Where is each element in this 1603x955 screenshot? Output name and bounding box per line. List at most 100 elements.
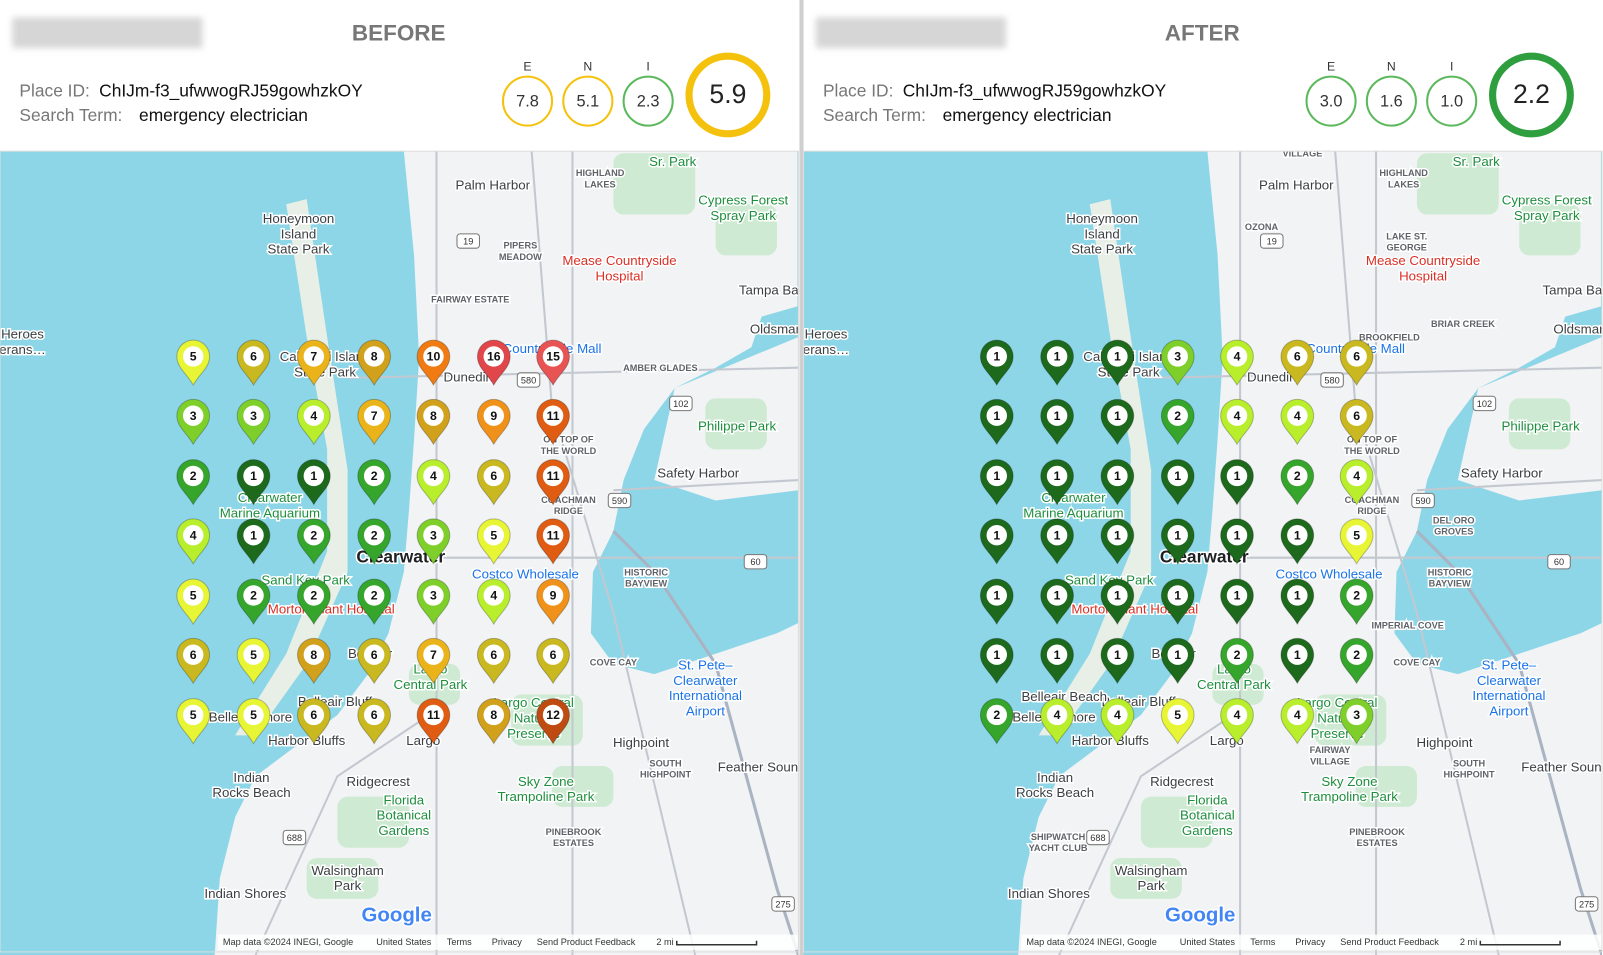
- rank-number: 5: [190, 350, 197, 364]
- rank-number: 1: [1174, 528, 1181, 542]
- divider: [799, 0, 804, 955]
- road-shield: [607, 492, 632, 509]
- pin-center: [423, 585, 444, 606]
- map-label: HIGHPOINT: [640, 770, 691, 780]
- map-label: Heroes: [1, 327, 44, 342]
- rank-number: 1: [1114, 350, 1121, 364]
- score-value: 1.0: [1440, 92, 1463, 110]
- score-label: N: [1387, 60, 1396, 74]
- rank-number: 5: [190, 589, 197, 603]
- pin-center: [1287, 405, 1308, 426]
- road-shield-number: 19: [1267, 236, 1277, 246]
- pin-center: [542, 346, 564, 367]
- pin-center: [1107, 346, 1128, 367]
- pin-center: [542, 585, 564, 606]
- map-label: State Park: [268, 242, 330, 257]
- road-shield: [1547, 554, 1571, 570]
- pin-center: [1167, 346, 1188, 367]
- pin-center: [542, 644, 564, 665]
- blurred-name: [815, 17, 1006, 49]
- rank-number: 7: [310, 350, 317, 364]
- place-id-label: Place ID:: [823, 81, 893, 101]
- rank-number: 4: [1294, 409, 1301, 423]
- search-term: emergency electrician: [943, 105, 1112, 125]
- rank-number: 1: [1294, 528, 1301, 542]
- pin-center: [303, 644, 325, 665]
- pin-center: [243, 405, 264, 426]
- map-label: THE WORLD: [541, 446, 597, 456]
- rank-number: 5: [250, 648, 257, 662]
- map-label: Sand Key Park: [1065, 573, 1154, 588]
- rank-number: 2: [250, 589, 257, 603]
- pin-center: [243, 704, 264, 726]
- pin-center: [1046, 644, 1068, 665]
- rank-number: 1: [1114, 589, 1121, 603]
- score-circle: [622, 75, 674, 127]
- road-shield: [1086, 829, 1110, 846]
- park-area: [705, 398, 767, 450]
- road: [530, 151, 697, 955]
- rank-number: 4: [1294, 708, 1301, 722]
- pin-center: [182, 465, 204, 487]
- road-shield-number: 590: [612, 496, 627, 506]
- rank-number: 5: [250, 708, 257, 722]
- rank-number: 1: [1054, 589, 1061, 603]
- pin-center: [1346, 585, 1367, 606]
- score-circle: [1365, 75, 1417, 127]
- pin-center: [986, 644, 1007, 665]
- map-label: Dunedin: [1247, 369, 1296, 384]
- rank-number: 1: [993, 350, 1000, 364]
- attribution: Map data ©2024 INEGI, Google: [1026, 937, 1156, 947]
- park-area: [1355, 766, 1417, 807]
- map-label: HIGHLAND: [1379, 168, 1428, 178]
- rank-number: 3: [190, 409, 197, 423]
- map-label: RIDGE: [1357, 506, 1386, 516]
- map-label: Park: [1137, 878, 1165, 893]
- rank-number: 11: [547, 469, 560, 483]
- road-shield: [1472, 395, 1497, 412]
- search-term: emergency electrician: [139, 105, 308, 125]
- pin-center: [1046, 524, 1068, 546]
- pin-center: [1107, 644, 1128, 665]
- rank-number: 8: [371, 350, 378, 364]
- rank-number: 4: [1234, 409, 1241, 423]
- pin-center: [1046, 346, 1068, 367]
- rank-number: 5: [190, 708, 197, 722]
- map-label: Island: [281, 226, 316, 241]
- rank-number: 4: [430, 469, 437, 483]
- map-label: Oldsmar: [750, 321, 801, 336]
- park-area: [1140, 796, 1213, 848]
- rank-number: 1: [1234, 589, 1241, 603]
- pin-center: [303, 524, 325, 546]
- road: [254, 714, 430, 955]
- pin-center: [986, 405, 1007, 426]
- rank-number: 1: [1054, 409, 1061, 423]
- road-shield: [1574, 896, 1599, 912]
- road: [1151, 366, 1602, 379]
- road: [613, 479, 799, 492]
- map-label: Sr. Park: [1453, 154, 1501, 169]
- map-label: Rocks Beach: [1016, 785, 1094, 800]
- rank-number: 1: [250, 469, 257, 483]
- rank-number: 6: [1294, 350, 1301, 364]
- pin-center: [303, 405, 325, 426]
- pin-center: [423, 524, 444, 546]
- park-area: [1212, 663, 1264, 705]
- map-label: OZONA: [1245, 222, 1279, 232]
- road: [347, 366, 799, 379]
- map-label: Florida: [1187, 792, 1228, 807]
- map-border: [803, 150, 1603, 953]
- panel-title: BEFORE: [352, 21, 446, 46]
- map-label: THE WORLD: [1344, 446, 1400, 456]
- pin-center: [986, 585, 1007, 606]
- map-label: Costco Wholesale: [472, 567, 579, 582]
- map-label: Dunedin: [444, 369, 493, 384]
- rank-number: 10: [427, 350, 441, 364]
- rank-number: 7: [430, 648, 437, 662]
- map-label: Honeymoon: [1066, 211, 1138, 226]
- map-label: Airport: [686, 703, 725, 718]
- road-shield-number: 580: [1324, 375, 1339, 385]
- rank-number: 1: [1174, 589, 1181, 603]
- rank-number: 9: [550, 589, 557, 603]
